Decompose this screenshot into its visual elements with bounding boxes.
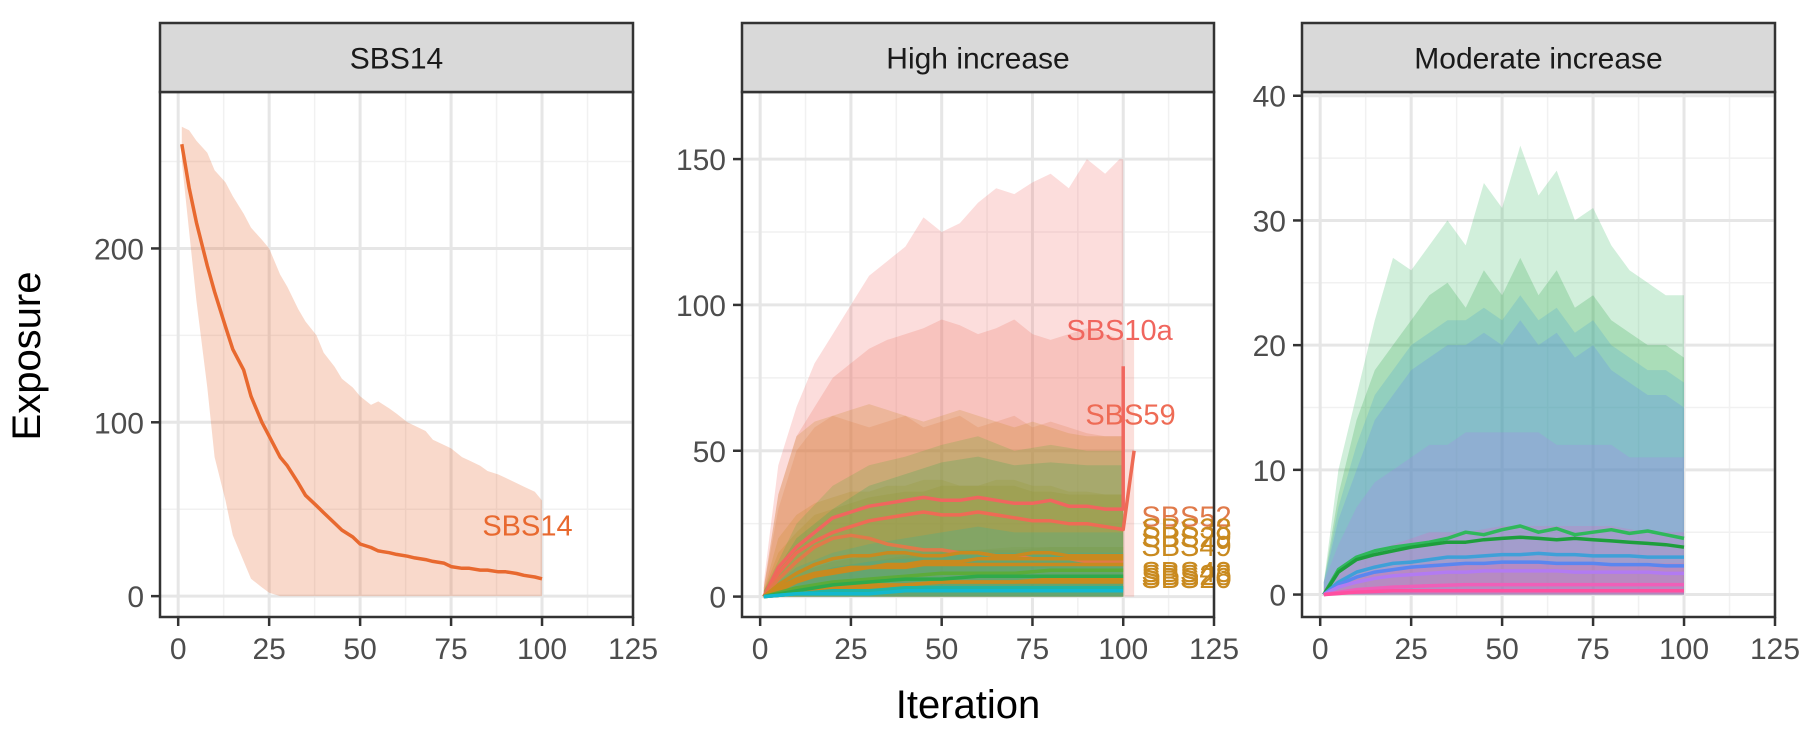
- facet-strip: [1300, 21, 1777, 94]
- x-tick-label: 0: [1312, 633, 1329, 666]
- facet-title: SBS14: [350, 43, 443, 76]
- data-layer: [762, 159, 1136, 599]
- data-layer: [180, 126, 543, 597]
- series-label: SBS59: [1085, 400, 1175, 432]
- series-line-12: [763, 586, 1124, 599]
- series-line-1: [762, 366, 1125, 598]
- series-line-5: [1323, 569, 1684, 597]
- x-tick-label: 50: [1485, 633, 1518, 666]
- y-tick-label: 0: [127, 581, 144, 614]
- plot-background: [1302, 92, 1775, 617]
- facet-strip: [740, 21, 1216, 94]
- series-band-1: [1323, 145, 1684, 595]
- y-tick-label: 10: [1253, 455, 1286, 488]
- panel-2: SBS10a SBS59 SBS52SBS38SBS29SBS49SBS43SBS2…: [676, 21, 1239, 666]
- series-line-4: [762, 551, 1124, 598]
- series-line-13: [763, 589, 1124, 599]
- x-tick-label: 25: [834, 633, 867, 666]
- series-band-1: [181, 126, 543, 597]
- y-tick-label: 150: [676, 144, 726, 177]
- panel-1: SBS14 SBS14 0 25 50 75 100 125 0 100 200: [94, 21, 658, 666]
- series-line-2: [762, 450, 1136, 598]
- panel-3: Moderate increase 0 25 50 75 100 125 0 10 20 30 40: [1253, 21, 1800, 666]
- series-label: SBS49: [1141, 531, 1231, 563]
- series-label: SBS38: [1141, 513, 1231, 545]
- series-label: SBS52: [1141, 502, 1231, 534]
- series-label: SBS14: [482, 510, 572, 542]
- x-tick-label: 100: [1098, 633, 1148, 666]
- series-line-2: [1322, 535, 1685, 596]
- facet-title: Moderate increase: [1414, 43, 1662, 76]
- x-tick-label: 0: [752, 633, 769, 666]
- series-band-2: [1323, 257, 1684, 595]
- x-tick-label: 125: [608, 633, 658, 666]
- series-band-11: [763, 456, 1124, 597]
- facet-strip: [158, 21, 635, 94]
- series-line-3: [1322, 551, 1684, 596]
- x-tick-label: 100: [517, 633, 567, 666]
- plot-background: [160, 92, 633, 617]
- series-label: SBS43: [1141, 557, 1231, 589]
- series-band-2: [763, 319, 1135, 597]
- x-tick-label: 50: [925, 633, 958, 666]
- y-tick-label: 0: [709, 582, 726, 615]
- y-tick-label: 50: [693, 436, 726, 469]
- series-band-4: [1323, 320, 1684, 595]
- series-line-1: [180, 143, 543, 581]
- series-band-1: [763, 159, 1124, 597]
- x-tick-label: 25: [252, 633, 285, 666]
- series-line-11: [763, 574, 1124, 599]
- x-tick-label: 75: [1576, 633, 1609, 666]
- x-tick-label: 50: [343, 633, 376, 666]
- series-band-5: [1323, 432, 1684, 595]
- y-tick-label: 20: [1253, 330, 1286, 363]
- x-axis-title: Iteration: [896, 683, 1041, 727]
- facet-title: High increase: [886, 43, 1069, 76]
- x-tick-label: 100: [1659, 633, 1709, 666]
- series-line-5: [762, 562, 1124, 599]
- series-line-6: [763, 556, 1124, 599]
- series-label: SBS28: [1141, 560, 1231, 592]
- series-label: SBS20: [1141, 563, 1231, 595]
- x-tick-label: 125: [1750, 633, 1800, 666]
- x-tick-label: 0: [170, 633, 187, 666]
- series-band-3: [1323, 295, 1684, 595]
- series-line-10: [763, 568, 1124, 599]
- series-line-7: [1323, 589, 1684, 597]
- x-tick-label: 75: [1016, 633, 1049, 666]
- series-line-1: [1322, 524, 1685, 596]
- y-axis-title: Exposure: [5, 272, 49, 441]
- x-tick-label: 25: [1394, 633, 1427, 666]
- data-layer: [1322, 145, 1685, 597]
- series-label: SBS10a: [1066, 315, 1173, 347]
- x-tick-label: 75: [434, 633, 467, 666]
- x-tick-label: 125: [1189, 633, 1239, 666]
- series-label: SBS29: [1141, 522, 1231, 554]
- y-tick-label: 100: [676, 290, 726, 323]
- series-line-4: [1322, 560, 1684, 597]
- y-tick-label: 30: [1253, 205, 1286, 238]
- y-tick-label: 0: [1269, 580, 1286, 613]
- y-tick-label: 40: [1253, 81, 1286, 114]
- series-line-6: [1323, 582, 1684, 597]
- y-tick-label: 200: [94, 233, 144, 266]
- y-tick-label: 100: [94, 407, 144, 440]
